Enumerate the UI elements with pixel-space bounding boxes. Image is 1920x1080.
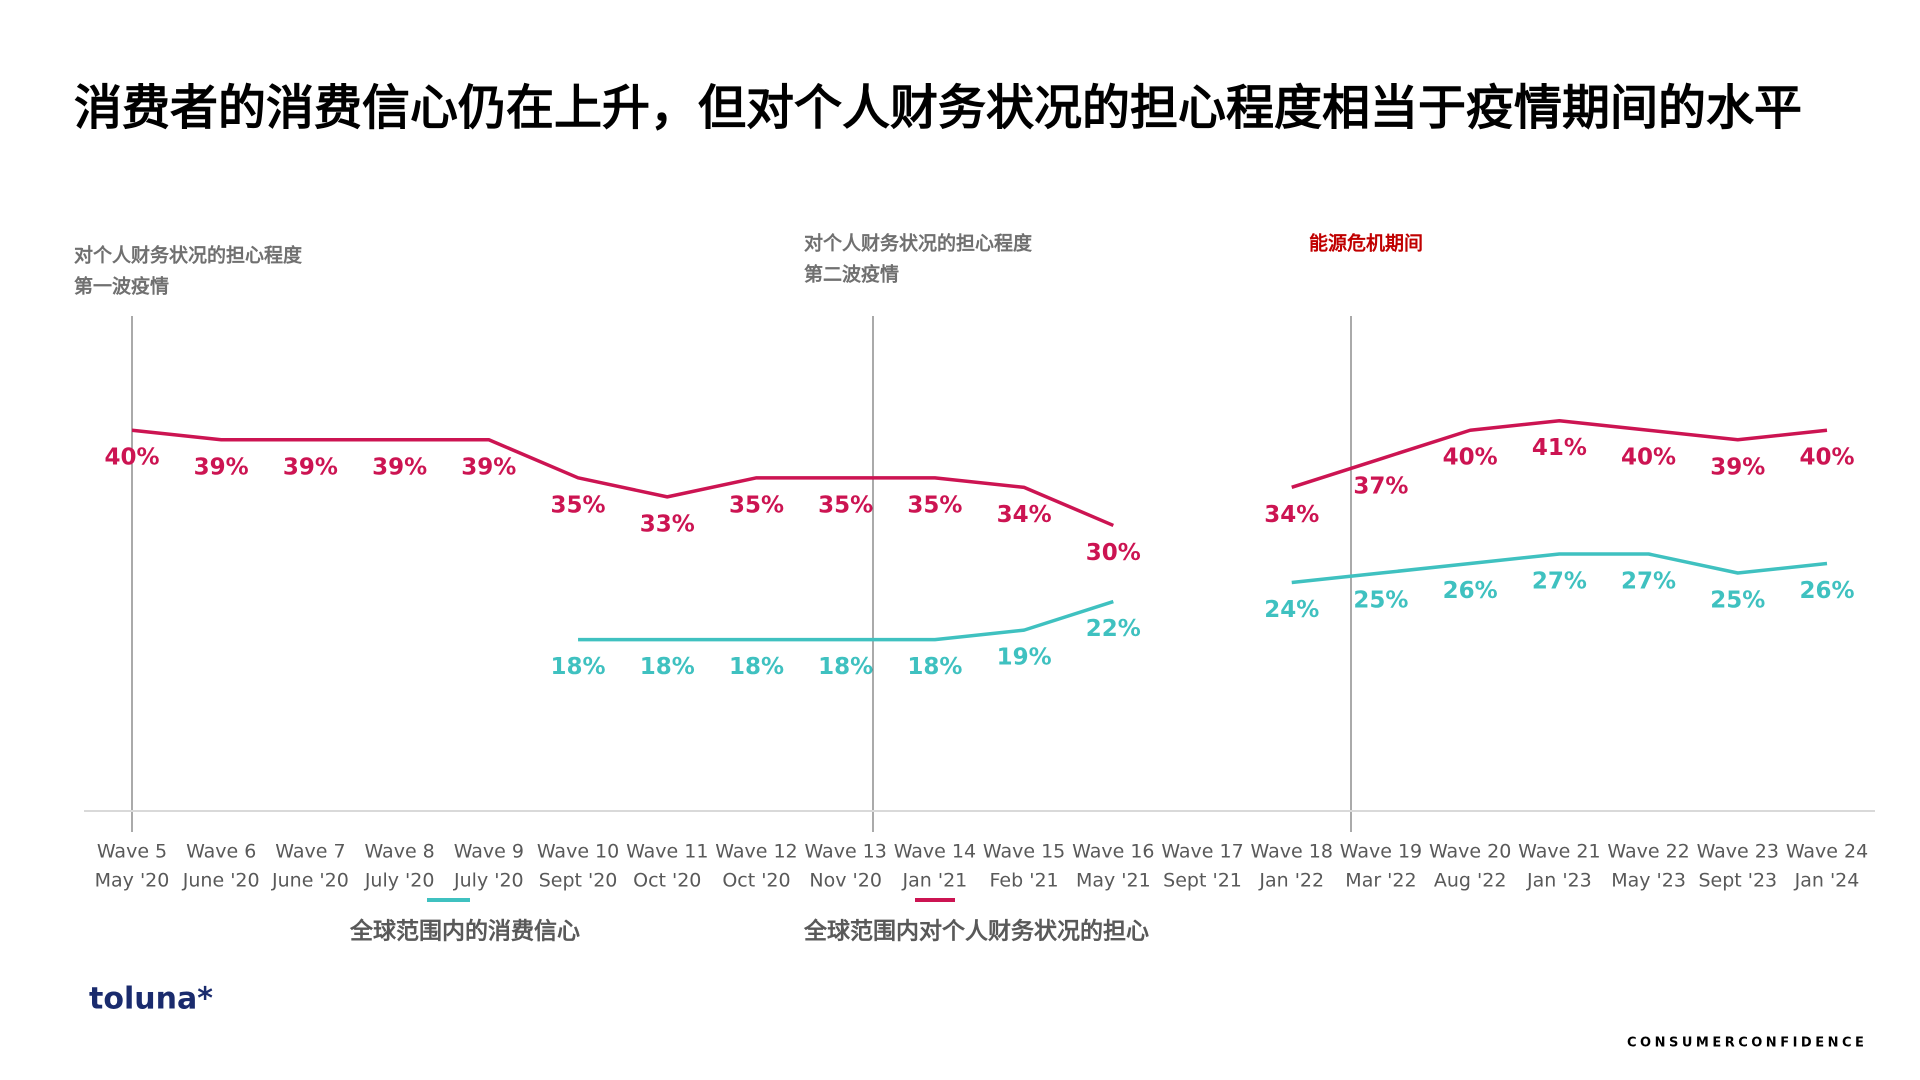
x-tick-label: Wave 6 <box>186 841 256 863</box>
x-tick-label: Wave 11 <box>626 841 708 863</box>
data-label: 22% <box>1086 616 1141 642</box>
x-tick-sublabel: July '20 <box>364 870 435 892</box>
x-tick-sublabel: Oct '20 <box>633 870 701 892</box>
x-tick-label: Wave 18 <box>1251 841 1333 863</box>
title: 消费者的消费信心仍在上升，但对个人财务状况的担心程度相当于疫情期间的水平 <box>74 80 1802 136</box>
data-label: 35% <box>729 492 784 518</box>
data-label: 35% <box>907 492 962 518</box>
data-label: 27% <box>1621 568 1676 594</box>
x-tick-label: Wave 19 <box>1340 841 1422 863</box>
x-tick-label: Wave 14 <box>894 841 976 863</box>
x-tick-label: Wave 5 <box>97 841 167 863</box>
data-label: 18% <box>907 654 962 680</box>
x-tick-sublabel: Jan '24 <box>1794 870 1860 892</box>
series-line <box>578 552 1828 642</box>
annotation: 第一波疫情 <box>74 275 169 298</box>
annotation: 对个人财务状况的担心程度 <box>74 244 303 267</box>
x-tick-label: Wave 23 <box>1697 841 1779 863</box>
series-line <box>131 418 1828 528</box>
x-tick-sublabel: Sept '23 <box>1698 870 1777 892</box>
legend-label: 全球范围内对个人财务状况的担心 <box>803 918 1149 945</box>
data-label: 18% <box>551 654 606 680</box>
data-label: 37% <box>1353 473 1408 499</box>
logo: toluna* <box>89 982 213 1017</box>
data-label: 39% <box>461 454 516 480</box>
data-label: 39% <box>1710 454 1765 480</box>
x-tick-label: Wave 21 <box>1518 841 1600 863</box>
x-tick-label: Wave 7 <box>275 841 345 863</box>
data-label: 18% <box>640 654 695 680</box>
x-tick-sublabel: Jan '22 <box>1258 870 1324 892</box>
x-tick-label: Wave 17 <box>1161 841 1243 863</box>
data-label: 24% <box>1264 597 1319 623</box>
x-tick-sublabel: Oct '20 <box>722 870 790 892</box>
data-label: 34% <box>997 502 1052 528</box>
data-label: 35% <box>551 492 606 518</box>
data-label: 26% <box>1443 578 1498 604</box>
x-tick-label: Wave 9 <box>454 841 524 863</box>
data-label: 40% <box>1621 445 1676 471</box>
annotation: 能源危机期间 <box>1309 232 1423 255</box>
x-tick-sublabel: July '20 <box>453 870 524 892</box>
x-tick-sublabel: Mar '22 <box>1345 870 1416 892</box>
x-tick-sublabel: May '20 <box>95 870 170 892</box>
x-tick-sublabel: May '21 <box>1076 870 1151 892</box>
x-tick-label: Wave 12 <box>715 841 797 863</box>
data-label: 40% <box>104 445 159 471</box>
data-label: 39% <box>283 454 338 480</box>
data-label: 18% <box>729 654 784 680</box>
x-tick-label: Wave 22 <box>1607 841 1689 863</box>
x-tick-sublabel: Sept '20 <box>539 870 618 892</box>
x-tick-sublabel: Aug '22 <box>1434 870 1507 892</box>
data-label: 30% <box>1086 540 1141 566</box>
data-label: 35% <box>818 492 873 518</box>
x-tick-label: Wave 15 <box>983 841 1065 863</box>
data-label: 34% <box>1264 502 1319 528</box>
x-tick-label: Wave 16 <box>1072 841 1154 863</box>
x-tick-sublabel: Jan '23 <box>1526 870 1592 892</box>
x-tick-sublabel: May '23 <box>1611 870 1686 892</box>
annotation: 对个人财务状况的担心程度 <box>804 232 1033 255</box>
data-label: 25% <box>1353 588 1408 614</box>
x-tick-sublabel: June '20 <box>271 870 349 892</box>
data-label: 39% <box>372 454 427 480</box>
x-tick-label: Wave 8 <box>364 841 434 863</box>
data-label: 18% <box>818 654 873 680</box>
data-label: 25% <box>1710 588 1765 614</box>
x-tick-sublabel: Nov '20 <box>809 870 882 892</box>
footer-tag: CONSUMERCONFIDENCE <box>1627 1036 1867 1051</box>
x-tick-sublabel: Feb '21 <box>990 870 1059 892</box>
x-tick-label: Wave 10 <box>537 841 619 863</box>
data-label: 40% <box>1443 445 1498 471</box>
data-label: 41% <box>1532 435 1587 461</box>
x-tick-sublabel: Jan '21 <box>902 870 968 892</box>
data-label: 26% <box>1799 578 1854 604</box>
data-label: 27% <box>1532 568 1587 594</box>
x-tick-sublabel: June '20 <box>182 870 260 892</box>
data-label: 39% <box>194 454 249 480</box>
x-tick-label: Wave 20 <box>1429 841 1511 863</box>
x-tick-label: Wave 24 <box>1786 841 1868 863</box>
data-label: 40% <box>1799 445 1854 471</box>
data-label: 33% <box>640 511 695 537</box>
legend-label: 全球范围内的消费信心 <box>349 918 580 945</box>
x-tick-sublabel: Sept '21 <box>1163 870 1242 892</box>
annotation: 第二波疫情 <box>804 263 899 286</box>
x-tick-label: Wave 13 <box>804 841 886 863</box>
data-label: 19% <box>997 645 1052 671</box>
